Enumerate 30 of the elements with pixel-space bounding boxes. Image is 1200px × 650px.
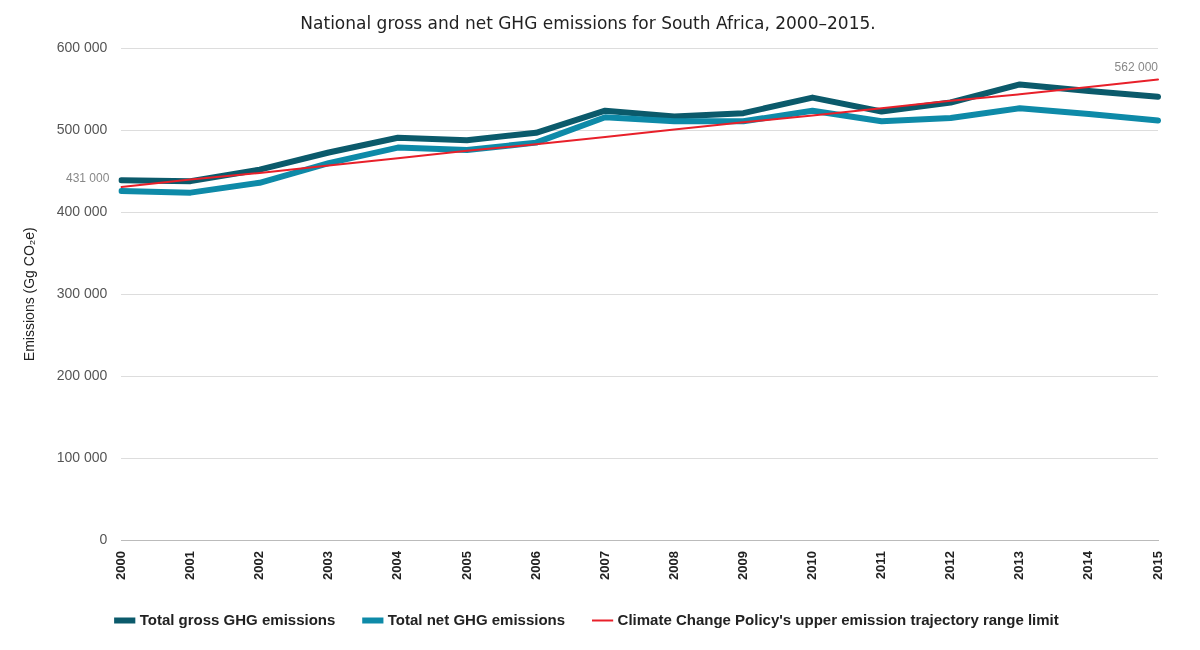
x-tick-label: 2013 bbox=[1011, 551, 1027, 580]
x-tick-label: 2006 bbox=[527, 551, 543, 580]
x-tick-label: 2007 bbox=[596, 551, 612, 580]
x-tick-label: 2001 bbox=[182, 551, 198, 580]
x-tick-label: 2011 bbox=[873, 551, 889, 580]
x-tick-label: 2005 bbox=[458, 551, 474, 580]
legend-label: Climate Change Policy's upper emission trajectory range limit bbox=[617, 610, 1059, 628]
x-tick-label: 2002 bbox=[251, 551, 267, 580]
y-tick-label: 0 bbox=[99, 530, 108, 547]
x-tick-label: 2008 bbox=[665, 551, 681, 580]
y-tick-label: 300 000 bbox=[56, 285, 108, 302]
legend-label: Total gross GHG emissions bbox=[139, 610, 336, 628]
annotation: 562 000 bbox=[1114, 59, 1159, 74]
y-tick-label: 200 000 bbox=[56, 367, 108, 384]
x-tick-label: 2012 bbox=[942, 551, 958, 580]
y-axis-title: Emissions (Gg CO₂e) bbox=[21, 227, 38, 362]
x-tick-label: 2014 bbox=[1080, 550, 1096, 580]
x-tick-label: 2010 bbox=[804, 551, 820, 580]
legend-label: Total net GHG emissions bbox=[387, 610, 566, 628]
x-tick-label: 2004 bbox=[389, 550, 405, 580]
annotation: 431 000 bbox=[66, 171, 110, 186]
y-tick-label: 600 000 bbox=[56, 39, 108, 56]
y-tick-label: 500 000 bbox=[56, 121, 108, 138]
x-tick-label: 2000 bbox=[112, 551, 128, 580]
chart-title: National gross and net GHG emissions for South Africa, 2000–2015. bbox=[300, 12, 876, 33]
x-tick-label: 2003 bbox=[320, 551, 336, 580]
x-tick-label: 2015 bbox=[1149, 551, 1165, 580]
x-tick-label: 2009 bbox=[734, 551, 750, 580]
y-tick-label: 100 000 bbox=[56, 448, 108, 465]
y-tick-label: 400 000 bbox=[56, 203, 108, 220]
